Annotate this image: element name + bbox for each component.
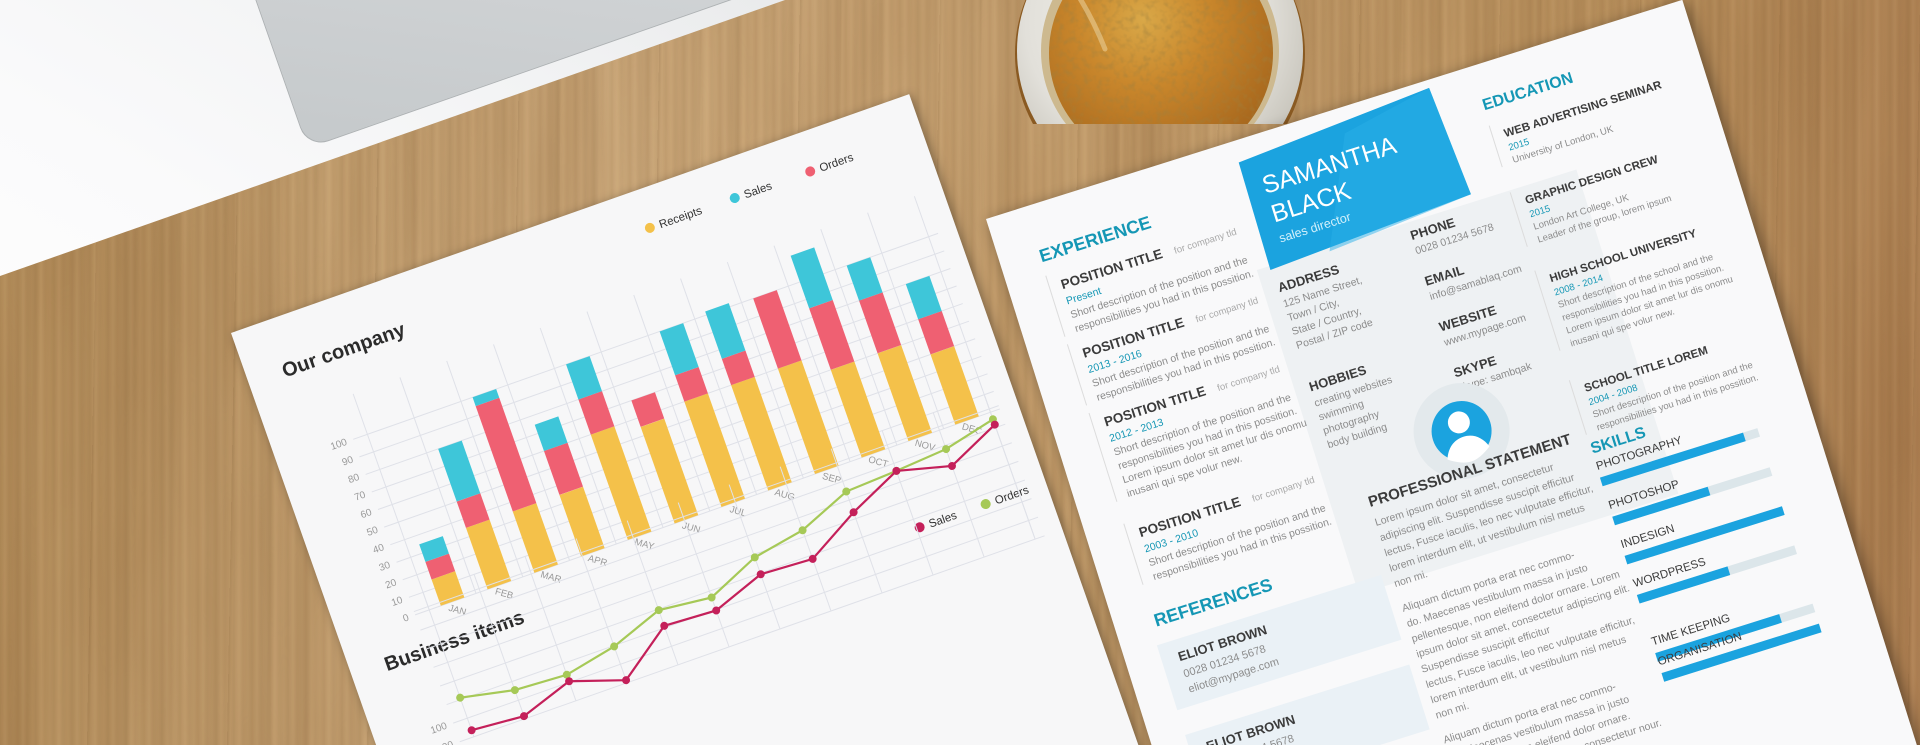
svg-text:MAY: MAY (633, 537, 656, 553)
svg-text:JUL: JUL (728, 504, 747, 519)
svg-text:50: 50 (365, 525, 380, 539)
svg-text:80: 80 (347, 472, 362, 486)
svg-text:90: 90 (441, 739, 456, 745)
svg-text:for company tld: for company tld (1173, 227, 1238, 257)
svg-text:100: 100 (329, 437, 349, 453)
svg-text:60: 60 (359, 507, 374, 521)
svg-text:OCT: OCT (867, 454, 889, 470)
svg-text:APR: APR (587, 553, 609, 569)
svg-text:Our company: Our company (279, 318, 409, 382)
svg-text:Orders: Orders (818, 152, 855, 175)
svg-text:for company tld: for company tld (1251, 475, 1316, 505)
svg-text:70: 70 (353, 489, 368, 503)
svg-text:100: 100 (429, 721, 449, 737)
svg-text:30: 30 (378, 560, 393, 574)
svg-text:MAR: MAR (539, 569, 562, 585)
svg-text:20: 20 (384, 577, 399, 591)
svg-text:DEC: DEC (961, 421, 983, 437)
svg-text:Orders: Orders (993, 484, 1030, 507)
svg-text:FEB: FEB (494, 586, 515, 602)
svg-text:Receipts: Receipts (658, 205, 704, 231)
svg-text:10: 10 (390, 595, 405, 609)
svg-text:0: 0 (402, 612, 411, 624)
svg-text:90: 90 (341, 454, 356, 468)
svg-text:40: 40 (372, 542, 387, 556)
svg-text:for company tld: for company tld (1216, 364, 1281, 394)
svg-text:Sales: Sales (743, 180, 774, 201)
svg-text:EDUCATION: EDUCATION (1480, 70, 1575, 114)
svg-text:for company tld: for company tld (1194, 295, 1259, 325)
svg-text:SEP: SEP (821, 471, 842, 487)
svg-text:JUN: JUN (681, 520, 702, 536)
svg-text:JAN: JAN (447, 603, 467, 618)
svg-text:NOV: NOV (914, 438, 937, 454)
